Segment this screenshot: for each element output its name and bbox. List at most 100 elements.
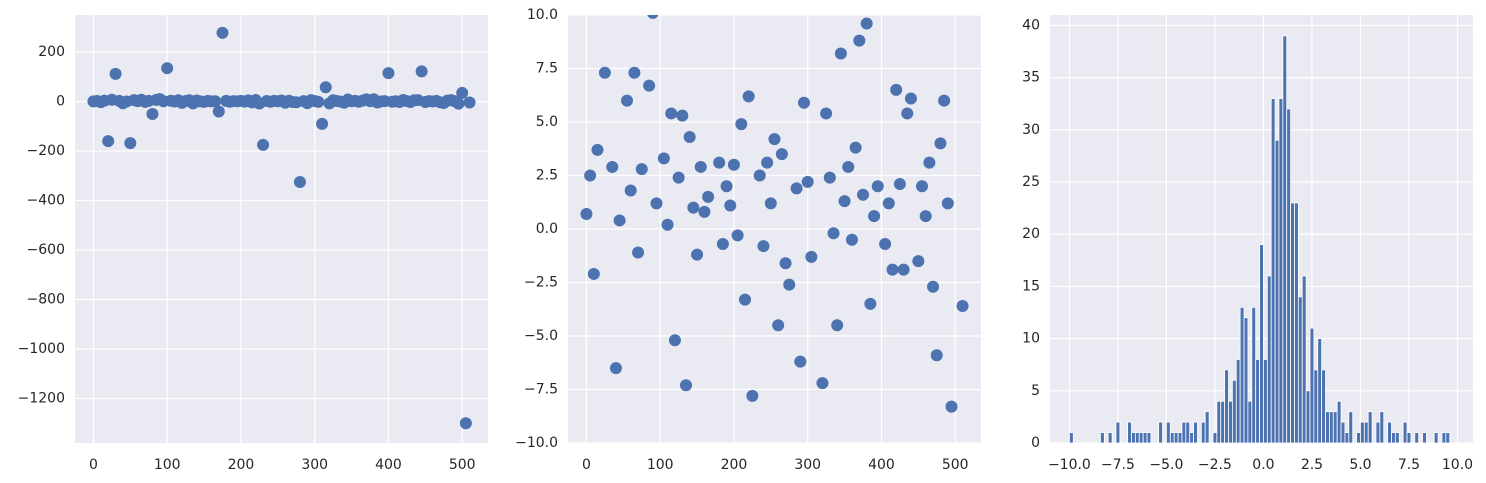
point [871,180,884,193]
point [598,66,611,79]
x-tick-label: −7.5 [1101,457,1135,473]
bar [1270,98,1276,443]
point [584,169,597,182]
point [587,267,600,280]
y-tick-label: −2.5 [524,275,558,291]
bar [1282,35,1288,443]
x-tick-label: 100 [154,457,181,473]
bar [1294,202,1299,443]
bar [1169,432,1175,443]
point [941,197,954,210]
point [912,255,925,268]
bar [1286,108,1292,443]
point [779,257,792,270]
point [919,210,932,223]
x-tick-label: 5.0 [1349,457,1371,473]
point [798,96,810,109]
y-tick-label: 0 [1031,435,1040,451]
x-tick-label: −2.5 [1198,457,1232,473]
point [209,95,222,108]
marks [580,15,969,413]
point [731,229,744,242]
point [216,26,229,39]
point [801,175,814,188]
y-tick-label: 25 [1022,174,1040,190]
y-tick-label: 5 [1031,383,1040,399]
point [415,65,428,78]
point [680,379,692,392]
y-tick-label: 2.5 [536,168,558,184]
y-tick-label: 5.0 [536,114,558,130]
point [647,15,659,19]
bar [1329,411,1334,443]
point [691,248,704,261]
x-tick-label: −5.0 [1149,457,1183,473]
marks [1069,35,1451,443]
point [452,97,465,110]
point [845,233,858,246]
point [834,47,847,60]
y-tick-label: −800 [27,292,65,308]
point [897,263,910,276]
point [882,197,895,210]
point [901,107,914,120]
bar [1394,432,1400,443]
point [772,319,785,332]
bar [1173,432,1179,443]
point [312,95,325,108]
y-tick-label: −1200 [18,390,65,406]
bar [1259,244,1264,443]
point [727,158,740,171]
x-tick-label: 0 [582,457,591,473]
bar [1200,421,1206,443]
bar [1247,400,1253,443]
bar [1360,421,1365,443]
bar [1266,275,1272,443]
point [857,188,869,201]
bar [1441,432,1447,443]
point [382,67,395,80]
bar [1220,400,1226,443]
y-tick-label: 10.0 [527,7,558,23]
point [463,96,476,109]
bar [1115,421,1121,443]
bar [1134,432,1140,443]
bar [1185,421,1191,443]
bar [1166,421,1171,443]
point [927,280,940,293]
point [456,86,469,99]
point [459,417,472,430]
point [849,141,862,154]
point [609,362,622,375]
point [668,334,681,347]
point [764,197,777,210]
point [319,81,332,94]
point [293,175,306,188]
bar [1235,359,1241,443]
point [923,156,936,169]
bar [1127,421,1132,443]
point [720,180,733,193]
point [904,92,917,105]
point [805,250,818,263]
point [694,160,707,173]
point [735,118,748,131]
bar [1278,98,1284,443]
point [842,160,855,173]
point [124,137,137,150]
y-tick-label: −400 [27,193,65,209]
subplot: 0 5 10 15 20 25 30 35 40 −10.0 −7.5 −5.0 −2.5 0.0 2.5 5… [1022,15,1473,473]
bar [1336,400,1342,443]
point [316,117,329,130]
x-tick-label: 7.5 [1398,457,1420,473]
bar [1379,411,1385,443]
point [212,105,225,118]
point [768,133,781,146]
x-tick-label: 200 [721,457,748,473]
x-tick-label: 2.5 [1301,457,1323,473]
point [724,199,737,212]
point [838,195,851,208]
point [890,83,903,96]
point [783,278,796,291]
